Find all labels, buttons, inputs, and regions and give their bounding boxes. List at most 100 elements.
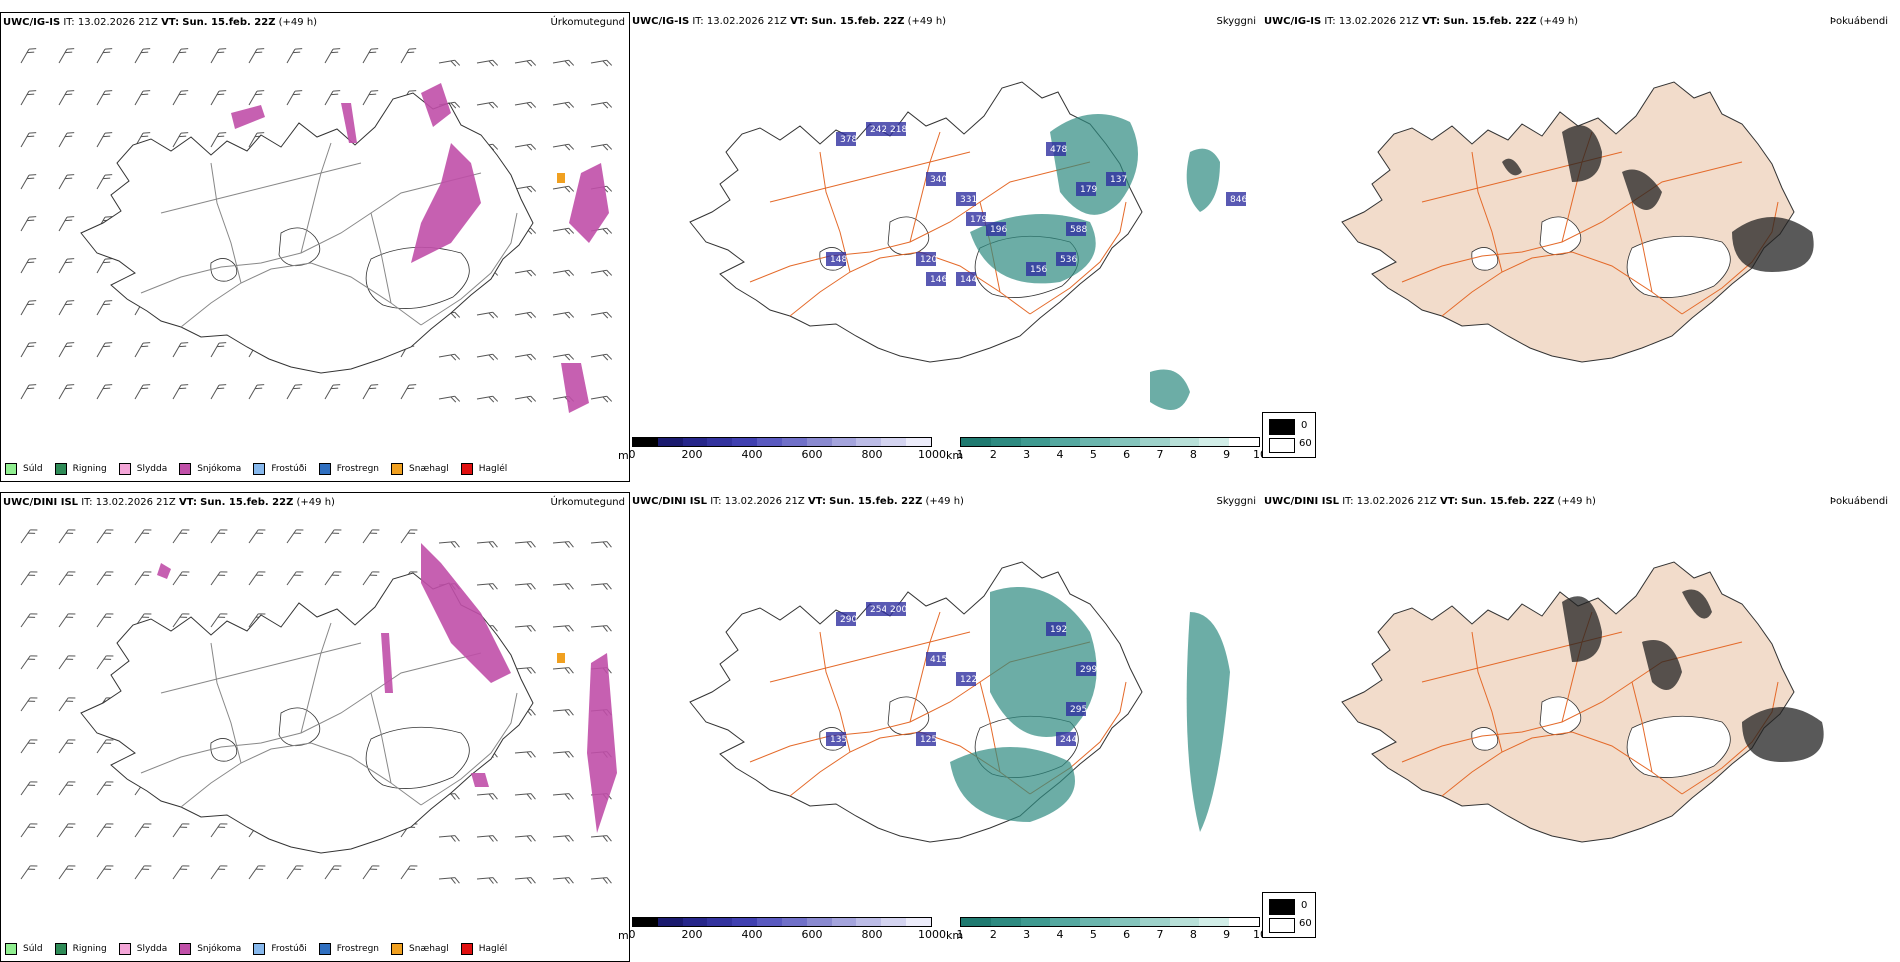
wind-barb — [552, 101, 575, 109]
fog-legend-black — [1269, 419, 1295, 435]
wind-barb-feather — [66, 300, 75, 302]
glacier-outline — [210, 258, 238, 282]
wind-barb-staff — [514, 583, 531, 586]
legend-swatch — [460, 943, 473, 955]
wind-barb — [96, 258, 113, 274]
wind-barb-staff — [286, 48, 296, 64]
wind-barb-feather — [492, 583, 498, 590]
wind-barb-feather — [27, 700, 36, 702]
fog-map — [1341, 561, 1824, 843]
wind-barb — [96, 90, 113, 106]
wind-barb-feather — [602, 144, 609, 151]
wind-barb-staff — [552, 353, 569, 358]
wind-barb — [248, 865, 266, 880]
wind-barb-staff — [590, 395, 607, 400]
wind-barb-feather — [26, 345, 35, 348]
wind-barb-feather — [180, 90, 189, 92]
wind-barb — [514, 793, 536, 800]
wind-barb-feather — [144, 865, 152, 867]
wind-barb-staff — [58, 781, 69, 796]
ceiling-bin — [707, 918, 733, 926]
wind-barb-feather — [217, 616, 226, 618]
wind-barb-feather — [369, 868, 378, 870]
wind-barb-feather — [144, 529, 152, 531]
wind-barb — [476, 59, 499, 67]
wind-barb-feather — [530, 269, 537, 276]
legend-item: Súld — [5, 943, 43, 955]
wind-barb-feather — [64, 303, 73, 306]
wind-barb-staff — [362, 529, 373, 544]
wind-barb-staff — [210, 342, 220, 358]
wind-barb — [514, 541, 536, 548]
wind-barb — [476, 877, 498, 884]
cloud-base-label: 148 — [830, 255, 847, 265]
visibility-tick: 4 — [1056, 448, 1064, 461]
cloud-base-area — [836, 612, 856, 626]
cloud-base-label: 299 — [1080, 665, 1097, 675]
wind-barb-feather — [408, 48, 417, 50]
legend-item: Haglél — [460, 463, 507, 475]
wind-barb-staff — [20, 529, 31, 544]
wind-barb — [324, 529, 342, 544]
wind-barb-feather — [26, 93, 35, 96]
road-line — [909, 611, 941, 723]
ceiling-bar — [632, 917, 932, 927]
panel-title: Úrkomutegund — [550, 497, 625, 508]
wind-barb-staff — [286, 571, 297, 586]
wind-barb — [58, 781, 76, 796]
wind-barb-feather — [144, 823, 152, 825]
wind-barb — [590, 101, 613, 109]
ceiling-tick: 200 — [681, 448, 703, 461]
wind-barb-feather — [178, 93, 187, 96]
wind-barb-feather — [602, 312, 609, 319]
wind-barb-staff — [362, 571, 373, 586]
wind-barb — [96, 48, 113, 64]
wind-barb-staff — [248, 90, 258, 106]
wind-barb-feather — [606, 583, 612, 590]
wind-barb-feather — [68, 865, 76, 867]
wind-barb-staff — [590, 583, 607, 586]
wind-barb-feather — [220, 613, 228, 615]
panel-header: UWC/DINI ISL IT: 13.02.2026 21Z VT: Sun.… — [3, 497, 335, 508]
wind-barb-staff — [20, 300, 30, 316]
snow-area — [381, 633, 393, 693]
wind-barb-feather — [530, 541, 536, 548]
wind-barb-staff — [20, 384, 30, 400]
wind-barb-feather — [255, 868, 264, 870]
visibility-bar — [960, 917, 1260, 927]
wind-barb — [438, 353, 461, 361]
wind-barb-feather — [220, 529, 228, 531]
wind-barb — [210, 384, 227, 400]
wind-barb-feather — [372, 571, 380, 573]
wind-barb-staff — [552, 877, 569, 880]
wind-barb-feather — [408, 384, 417, 386]
wind-barb-feather — [216, 93, 225, 96]
wind-barb-feather — [68, 697, 76, 699]
wind-barb — [58, 571, 76, 586]
wind-barb-feather — [606, 185, 613, 192]
legend-label: Slydda — [136, 944, 168, 954]
wind-barb-staff — [96, 90, 106, 106]
legend-label: Frostregn — [336, 464, 380, 474]
wind-barb-feather — [28, 258, 37, 260]
wind-barb — [210, 342, 227, 358]
wind-barb — [590, 835, 612, 842]
wind-barb-feather — [180, 132, 189, 134]
legend-label: Snjókoma — [197, 464, 242, 474]
wind-barb-feather — [526, 186, 533, 193]
wind-barb — [590, 353, 613, 361]
wind-barb-staff — [400, 865, 411, 880]
visibility-bin — [1229, 438, 1259, 446]
wind-barb-feather — [454, 541, 460, 548]
wind-barb-feather — [450, 541, 456, 548]
legend-item: Haglél — [460, 943, 507, 955]
wind-barb-feather — [180, 48, 189, 50]
wind-barb — [58, 823, 76, 838]
wind-barb-feather — [68, 781, 76, 783]
ceiling-ticks: 0 200 400 600 800 1000 — [629, 447, 947, 461]
wind-barb-feather — [602, 354, 609, 361]
wind-barb-staff — [324, 571, 335, 586]
wind-barb-feather — [68, 529, 76, 531]
wind-barb — [58, 300, 75, 316]
wind-barb-feather — [368, 387, 377, 390]
